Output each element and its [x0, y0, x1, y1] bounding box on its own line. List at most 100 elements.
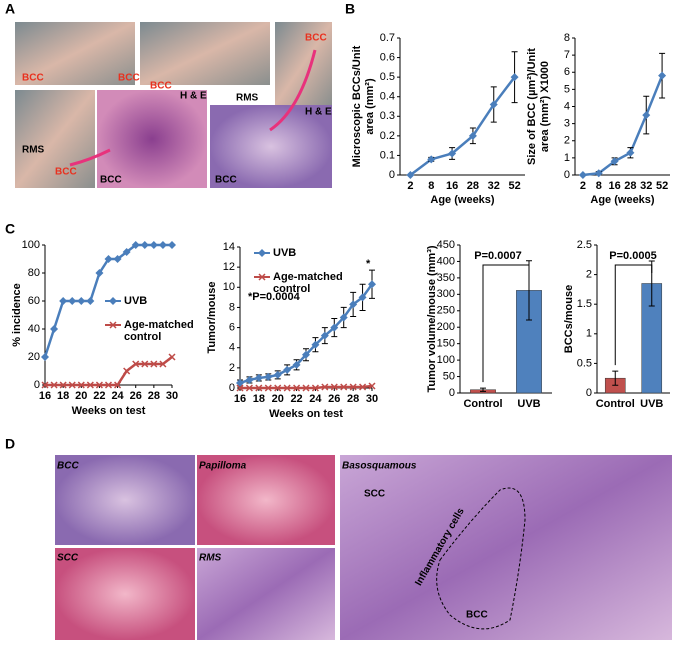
y-tick-label: 5	[564, 83, 570, 95]
marker	[150, 360, 158, 368]
y-tick-label: 2	[586, 269, 592, 281]
image-label: SCC	[364, 489, 385, 500]
significance-bracket	[614, 264, 653, 366]
image-label: BCC	[466, 610, 488, 621]
y-tick-label: 6	[564, 66, 570, 78]
marker	[349, 300, 358, 309]
y-tick-label: 0	[229, 382, 235, 394]
panel-a-images	[15, 22, 332, 188]
marker	[258, 273, 266, 281]
line	[45, 356, 173, 387]
panel-label: B	[345, 1, 355, 17]
marker	[293, 384, 301, 392]
legend-label: Age-matched control	[124, 319, 194, 343]
y-tick-label: 1	[564, 152, 570, 164]
legend-label: UVB	[273, 247, 297, 259]
y-tick-label: 20	[28, 351, 40, 363]
marker	[86, 297, 95, 305]
image-label: BCC	[305, 33, 327, 44]
outline	[436, 487, 526, 630]
marker	[104, 381, 113, 389]
marker	[114, 381, 122, 389]
error-bar	[480, 387, 486, 392]
marker	[594, 169, 603, 178]
marker	[274, 384, 282, 392]
x-tick-label: 20	[272, 393, 284, 405]
annotation: P=0.0007	[474, 250, 521, 262]
y-tick-label: 100	[437, 354, 455, 366]
panel-d-images	[55, 455, 672, 640]
y-tick-label: 4	[229, 342, 235, 354]
y-axis-label: BCCs/mouse	[563, 285, 575, 353]
panel-label: D	[5, 436, 15, 452]
marker	[50, 381, 58, 389]
y-tick-label: 400	[437, 255, 455, 267]
marker	[123, 367, 131, 375]
x-tick-label: 2	[407, 180, 413, 192]
x-axis-label: Age (weeks)	[590, 194, 655, 206]
arrow	[69, 148, 111, 167]
y-tick-label: 2.5	[577, 239, 592, 251]
x-tick-label: 52	[508, 180, 520, 192]
y-tick-label: 2	[564, 135, 570, 147]
histology	[55, 548, 195, 640]
marker	[489, 100, 498, 109]
image-label: RMS	[236, 93, 259, 104]
marker	[368, 382, 376, 390]
marker	[95, 269, 104, 277]
marker	[359, 383, 367, 391]
marker	[448, 149, 457, 158]
image-label: H & E	[305, 107, 332, 118]
x-tick-label: 22	[290, 393, 302, 405]
y-tick-label: 100	[22, 239, 40, 251]
marker	[578, 171, 587, 179]
marker	[149, 241, 158, 249]
y-tick-label: 12	[223, 261, 235, 273]
x-tick-label: 28	[347, 393, 359, 405]
y-tick-label: 40	[28, 323, 40, 335]
marker	[658, 71, 667, 80]
marker	[236, 384, 244, 392]
x-tick-label: 24	[111, 390, 124, 402]
marker	[339, 313, 348, 322]
y-tick-label: 0	[449, 387, 455, 399]
legend-entry: UVB	[124, 295, 147, 307]
y-axis-label: area (mm²)	[364, 78, 376, 135]
marker	[41, 353, 49, 361]
marker	[109, 297, 117, 305]
histology	[197, 548, 335, 640]
marker	[264, 372, 273, 381]
marker	[368, 280, 376, 289]
x-tick-label: Control	[463, 398, 502, 410]
marker	[109, 321, 117, 329]
x-tick-label: 26	[130, 390, 142, 402]
marker	[95, 381, 103, 389]
image-label: BCC	[57, 461, 79, 472]
marker	[349, 383, 357, 391]
y-tick-label: 0	[389, 169, 395, 181]
y-tick-label: 1.5	[577, 298, 592, 310]
y-axis-label: % incidence	[11, 283, 23, 347]
panel-label: C	[5, 221, 15, 237]
y-tick-label: 8	[564, 32, 570, 44]
marker	[68, 297, 77, 305]
marker	[131, 241, 140, 249]
marker	[159, 360, 167, 368]
image-label: RMS	[199, 553, 222, 564]
x-tick-label: 30	[166, 390, 178, 402]
histology	[55, 455, 195, 545]
marker	[311, 384, 319, 392]
y-axis-label: Tumor/mouse	[206, 282, 218, 354]
marker	[113, 255, 122, 263]
y-tick-label: 60	[28, 295, 40, 307]
marker	[258, 249, 266, 257]
image-label: BCC	[22, 73, 44, 84]
marker	[302, 350, 310, 359]
histology	[197, 455, 335, 545]
y-tick-label: 10	[223, 281, 235, 293]
image-label: SCC	[57, 553, 79, 564]
x-tick-label: 28	[148, 390, 160, 402]
y-tick-label: 2	[229, 362, 235, 374]
marker	[340, 383, 348, 391]
